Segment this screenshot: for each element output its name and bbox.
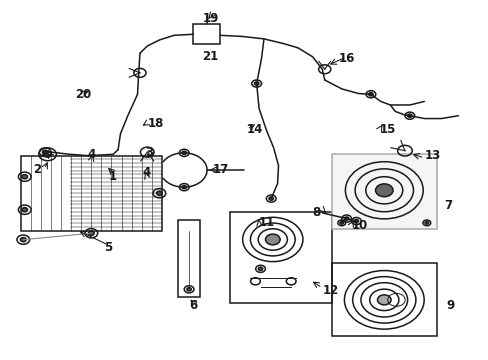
Circle shape [407,114,411,117]
Circle shape [20,238,26,242]
Circle shape [186,288,191,291]
Text: 6: 6 [189,299,197,312]
Text: 13: 13 [424,149,440,162]
Text: 20: 20 [75,88,91,101]
Text: 14: 14 [246,123,263,136]
Text: 5: 5 [104,241,112,255]
Circle shape [258,267,262,270]
Text: 8: 8 [312,206,320,219]
Circle shape [182,185,186,189]
Circle shape [268,197,273,200]
Text: 16: 16 [338,52,354,65]
Circle shape [22,208,27,212]
Text: 11: 11 [259,216,275,229]
Bar [193,24,220,44]
Bar [229,212,331,303]
Circle shape [254,82,258,85]
Circle shape [22,175,27,179]
Text: 4: 4 [87,148,96,162]
Text: 2: 2 [33,163,41,176]
Text: 21: 21 [202,50,218,63]
Circle shape [377,295,390,305]
Circle shape [339,222,343,224]
Text: 9: 9 [446,299,454,312]
Text: 3: 3 [145,146,153,159]
Text: 15: 15 [379,123,395,136]
Text: 17: 17 [212,163,229,176]
Circle shape [344,217,348,220]
Text: 12: 12 [322,284,338,297]
Text: 18: 18 [147,117,163,130]
Bar [331,154,436,229]
Text: 19: 19 [202,12,218,25]
Text: 10: 10 [351,219,367,232]
Text: 1: 1 [109,170,117,183]
Circle shape [353,220,358,223]
Bar [21,156,162,231]
Circle shape [375,184,392,197]
Text: 7: 7 [443,198,451,212]
Circle shape [182,151,186,154]
Circle shape [368,93,372,96]
Circle shape [265,234,280,245]
Text: 4: 4 [142,166,150,179]
Bar [331,263,436,337]
Bar [178,220,200,297]
Circle shape [424,222,427,224]
Circle shape [88,231,94,235]
Circle shape [156,191,162,195]
Circle shape [42,150,48,154]
